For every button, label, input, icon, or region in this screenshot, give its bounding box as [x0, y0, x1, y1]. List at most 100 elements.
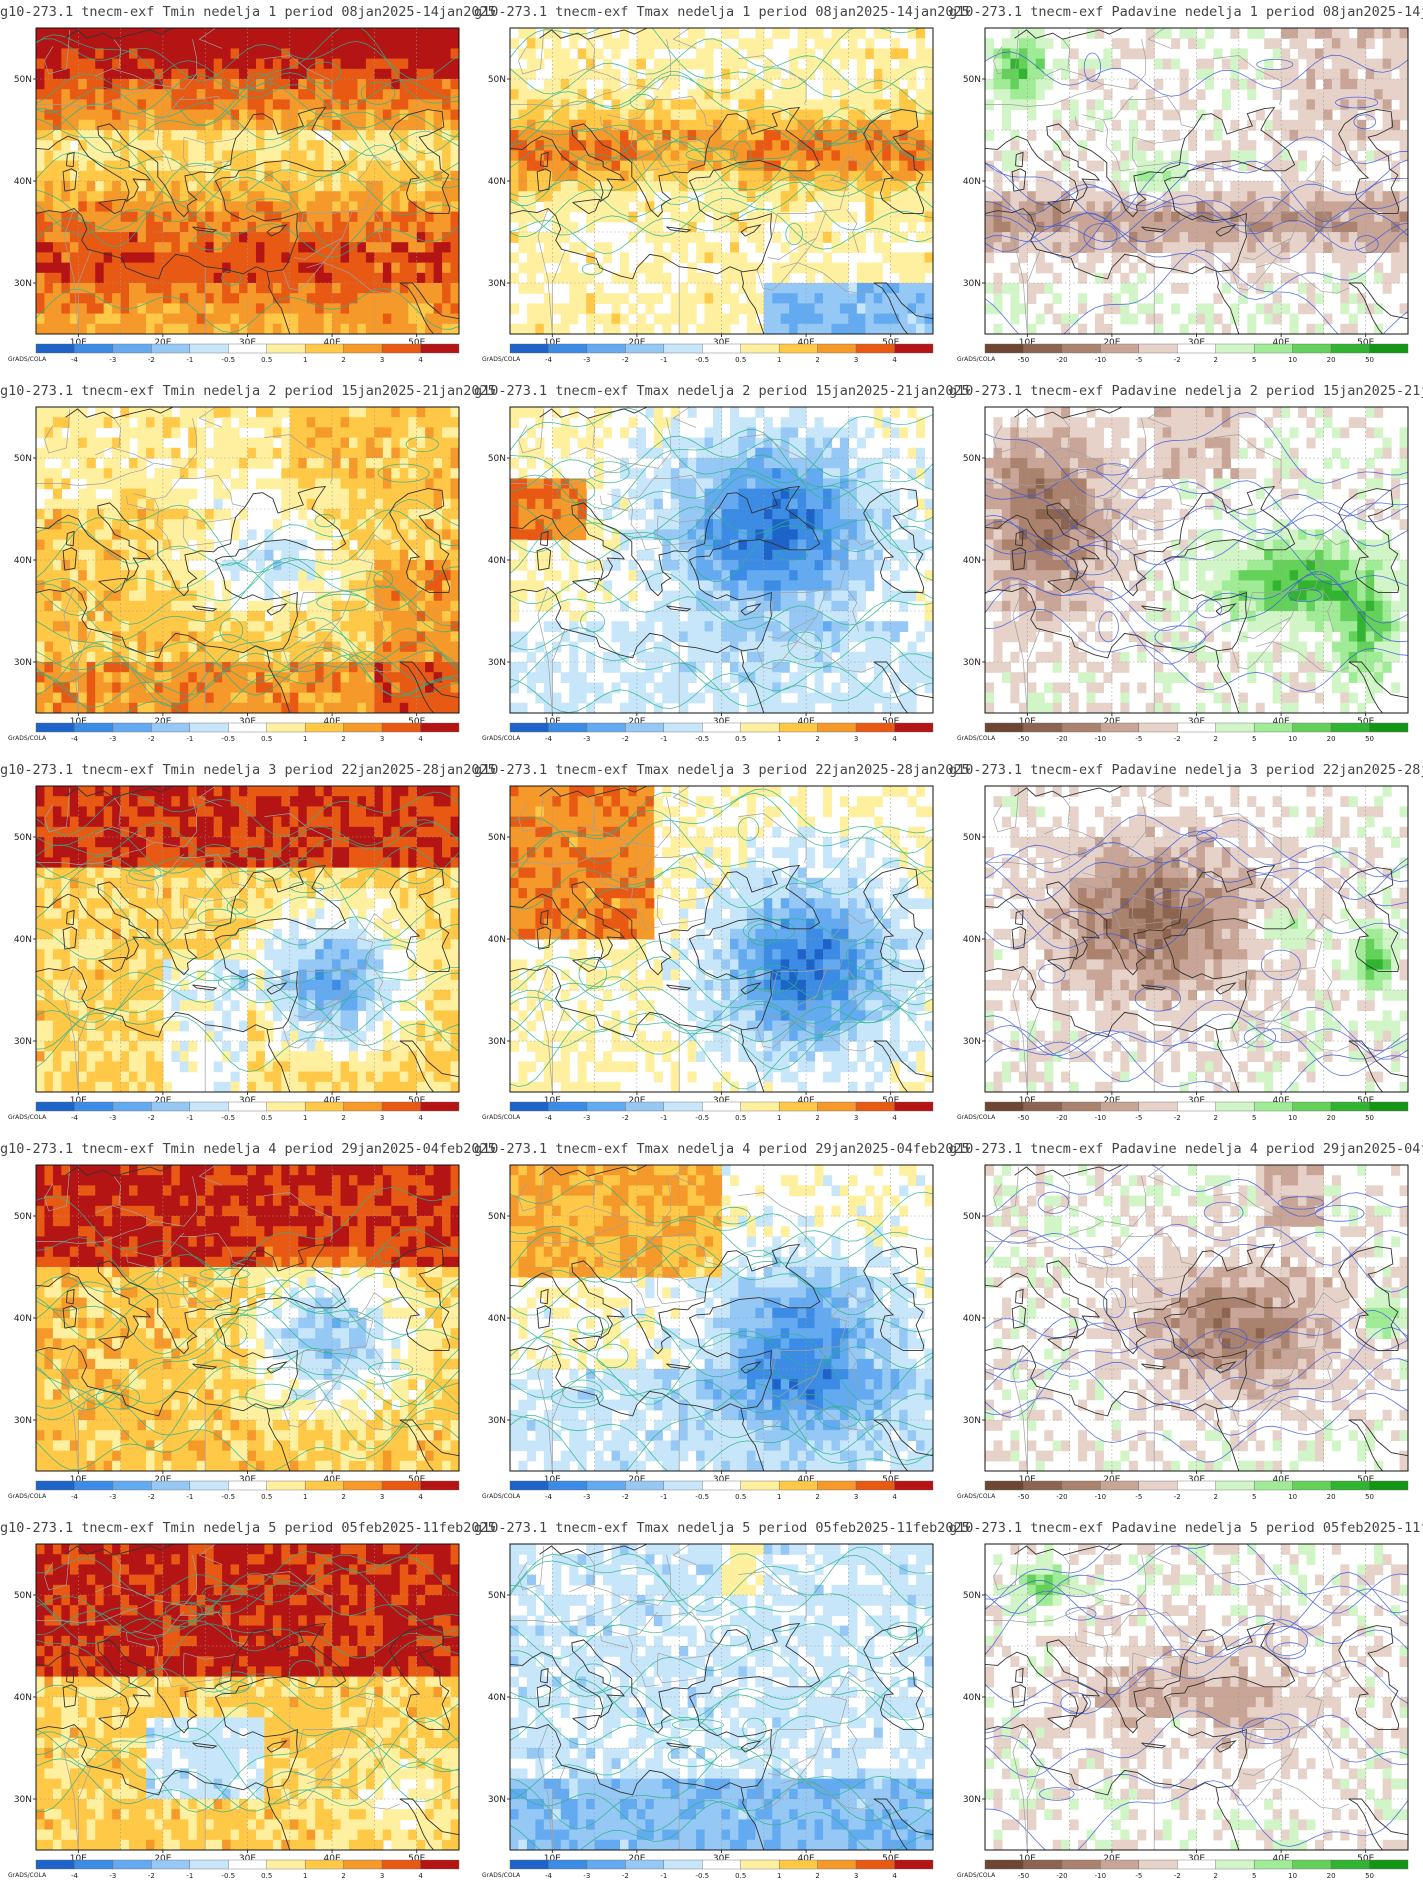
colorbar-swatch: [817, 1101, 857, 1112]
lon-tick-label: 20E: [1103, 1475, 1120, 1485]
colorbar-label: 1: [777, 1114, 781, 1122]
colorbar-swatch: [778, 722, 818, 733]
colorbar-label: -10: [1095, 1493, 1106, 1501]
map-panel-tmin-week-4: 50N 40N 30N 10E 20E 30E 40E 50E -4 -3 -2 -1 -0.5 0.5 1…: [0, 1137, 496, 1516]
panel-title: g10-273.1 tnecm-exf Tmin nedelja 2 perio…: [0, 383, 496, 399]
panel-title: g10-273.1 tnecm-exf Tmin nedelja 1 perio…: [0, 4, 496, 20]
coastlines-borders: [985, 407, 1408, 713]
colorbar-swatch: [112, 1859, 152, 1870]
lon-tick-label: 30E: [1188, 1475, 1205, 1485]
colorbar-label: 3: [854, 356, 858, 364]
colorbar-label: 1: [777, 735, 781, 743]
colorbar-label: -5: [1135, 735, 1142, 743]
colorbar-swatch: [266, 1480, 306, 1491]
lon-tick-label: 20E: [154, 1475, 171, 1485]
colorbar-swatch: [381, 1101, 421, 1112]
colorbar-swatch: [189, 343, 229, 354]
lon-tick-label: 40E: [798, 1854, 815, 1864]
colorbar-label: -5: [1135, 1114, 1142, 1122]
lon-tick-label: 40E: [324, 1475, 341, 1485]
colorbar-swatch: [381, 1859, 421, 1870]
colorbar-swatch: [625, 343, 665, 354]
colorbar-swatch: [855, 1480, 895, 1491]
lon-tick-label: 10E: [1019, 1475, 1036, 1485]
colorbar-swatch: [740, 343, 780, 354]
colorbar-label: 3: [380, 1872, 384, 1880]
colorbar-label: 3: [380, 735, 384, 743]
colorbar-label: 1: [777, 356, 781, 364]
colorbar-swatch: [304, 1859, 344, 1870]
colorbar-label: -4: [71, 735, 79, 743]
lon-tick-label: 10E: [544, 1475, 561, 1485]
coastlines-borders: [36, 407, 459, 713]
colorbar-swatch: [1369, 722, 1409, 733]
lat-tick-label: 50N: [488, 1212, 506, 1222]
colorbar-label: -1: [186, 1872, 193, 1880]
colorbar-swatch: [894, 722, 934, 733]
colorbar-swatch: [548, 1859, 588, 1870]
graticule: [985, 407, 1408, 713]
grads-credit: GrADS/COLA: [8, 356, 47, 363]
graticule: [985, 786, 1408, 1092]
colorbar: -50 -20 -10 -5 -2 2 5 10 20 50: [984, 722, 1409, 743]
lat-tick-label: 30N: [963, 1795, 981, 1805]
colorbar-label: 10: [1288, 1493, 1297, 1501]
colorbar-swatch: [35, 343, 75, 354]
colorbar-swatch: [1061, 1101, 1101, 1112]
colorbar-swatch: [1330, 1480, 1370, 1491]
graticule: [36, 1165, 459, 1471]
coastlines-borders: [985, 1544, 1408, 1850]
colorbar-label: 2: [815, 1493, 819, 1501]
coastlines-borders: [985, 28, 1408, 334]
lat-tick-label: 40N: [14, 556, 32, 566]
colorbar-label: 2: [341, 1493, 345, 1501]
colorbar-label: -4: [545, 1493, 553, 1501]
panel-title: g10-273.1 tnecm-exf Tmax nedelja 2 perio…: [474, 383, 970, 399]
colorbar-swatch: [381, 343, 421, 354]
colorbar-swatch: [509, 1101, 549, 1112]
colorbar-swatch: [151, 1480, 191, 1491]
colorbar-swatch: [228, 1859, 267, 1870]
colorbar-label: -1: [660, 735, 667, 743]
grads-credit: GrADS/COLA: [482, 1872, 521, 1879]
graticule: [36, 407, 459, 713]
colorbar-swatch: [817, 1480, 857, 1491]
lat-tick-label: 40N: [488, 1314, 506, 1324]
colorbar-swatch: [1023, 343, 1063, 354]
colorbar-label: -3: [109, 1114, 116, 1122]
colorbar-label: 2: [1213, 1114, 1217, 1122]
colorbar-label: -3: [583, 356, 590, 364]
colorbar-label: -50: [1018, 1493, 1029, 1501]
colorbar-swatch: [304, 722, 344, 733]
lat-tick-label: 40N: [963, 556, 981, 566]
colorbar-label: -20: [1056, 356, 1067, 364]
map-panel-tmin-week-1: 50N 40N 30N 10E 20E 30E 40E 50E -4 -3 -2 -1 -0.5 0.5 1…: [0, 0, 496, 379]
lat-tick-label: 30N: [488, 1795, 506, 1805]
colorbar-swatch: [343, 722, 383, 733]
colorbar-label: -3: [583, 735, 590, 743]
lon-tick-label: 40E: [1273, 338, 1290, 348]
lon-tick-label: 20E: [1103, 717, 1120, 727]
colorbar-swatch: [1023, 1859, 1063, 1870]
colorbar-label: 2: [1213, 735, 1217, 743]
colorbar-swatch: [586, 722, 626, 733]
lat-tick-label: 50N: [488, 454, 506, 464]
lon-tick-label: 10E: [544, 338, 561, 348]
colorbar-swatch: [1292, 722, 1332, 733]
colorbar: -4 -3 -2 -1 -0.5 0.5 1 2 3 4: [509, 1101, 934, 1122]
colorbar: -4 -3 -2 -1 -0.5 0.5 1 2 3 4: [35, 1859, 460, 1880]
colorbar-label: -2: [1174, 735, 1181, 743]
graticule: [36, 786, 459, 1092]
map-panel-padavine-week-4: 50N 40N 30N 10E 20E 30E 40E 50E -50 -20 -10 -5 -2 2 5 1…: [949, 1137, 1423, 1516]
lat-tick-label: 50N: [963, 75, 981, 85]
colorbar-label: 20: [1327, 735, 1336, 743]
colorbar-label: -2: [1174, 1872, 1181, 1880]
lon-tick-label: 50E: [1357, 1475, 1374, 1485]
map-panel-tmax-week-3: 50N 40N 30N 10E 20E 30E 40E 50E -4 -3 -2 -1 -0.5 0.5 1…: [474, 758, 970, 1137]
colorbar-swatch: [984, 1480, 1024, 1491]
colorbar-swatch: [984, 1859, 1024, 1870]
colorbar-swatch: [1023, 1101, 1063, 1112]
colorbar-swatch: [855, 1859, 895, 1870]
map-figure: 50N 40N 30N 10E 20E 30E 40E 50E -4 -3 -2 -1 -0.5 0.5 1…: [482, 785, 934, 1122]
graticule: [36, 1544, 459, 1850]
